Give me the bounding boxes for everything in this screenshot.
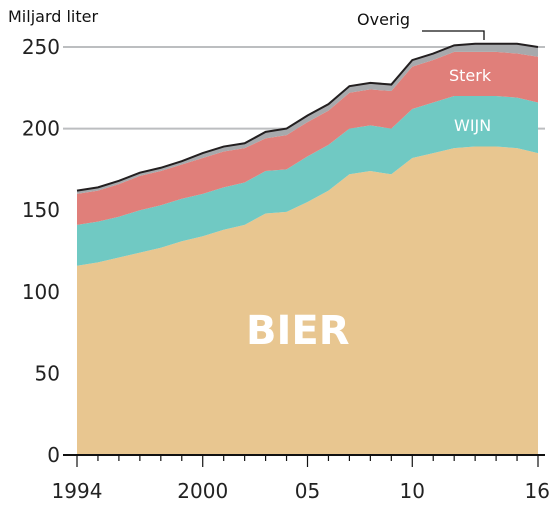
series-label-wijn: WIJN	[454, 116, 491, 135]
area-overig	[77, 43, 538, 194]
x-tick-label-10: 10	[400, 479, 425, 503]
y-axis-label: Miljard liter	[8, 7, 98, 26]
y-tick-label-100: 100	[22, 280, 60, 304]
area-wijn	[77, 95, 538, 266]
y-tick-label-50: 50	[35, 361, 60, 385]
y-tick-label-150: 150	[22, 198, 60, 222]
y-tick-label-250: 250	[22, 35, 60, 59]
area-layer	[76, 42, 539, 456]
series-label-overig: Overig	[357, 10, 410, 29]
area-bier	[77, 146, 538, 456]
area-sterk	[77, 51, 538, 225]
label-layer: Miljard liter BIER WIJN Sterk Overig	[8, 7, 492, 354]
x-tick-label-1994: 1994	[52, 479, 103, 503]
total-outline	[76, 42, 539, 192]
series-label-sterk: Sterk	[449, 66, 492, 85]
axis-layer: 0 50 100 150 200 250 1994 2000 05 10 16	[22, 35, 550, 503]
x-tick-label-05: 05	[295, 479, 320, 503]
y-tick-label-0: 0	[47, 443, 60, 467]
x-tick-label-16: 16	[525, 479, 550, 503]
x-tick-label-2000: 2000	[177, 479, 228, 503]
y-tick-label-200: 200	[22, 117, 60, 141]
series-label-bier: BIER	[246, 308, 350, 354]
overig-leader-line	[422, 30, 485, 40]
